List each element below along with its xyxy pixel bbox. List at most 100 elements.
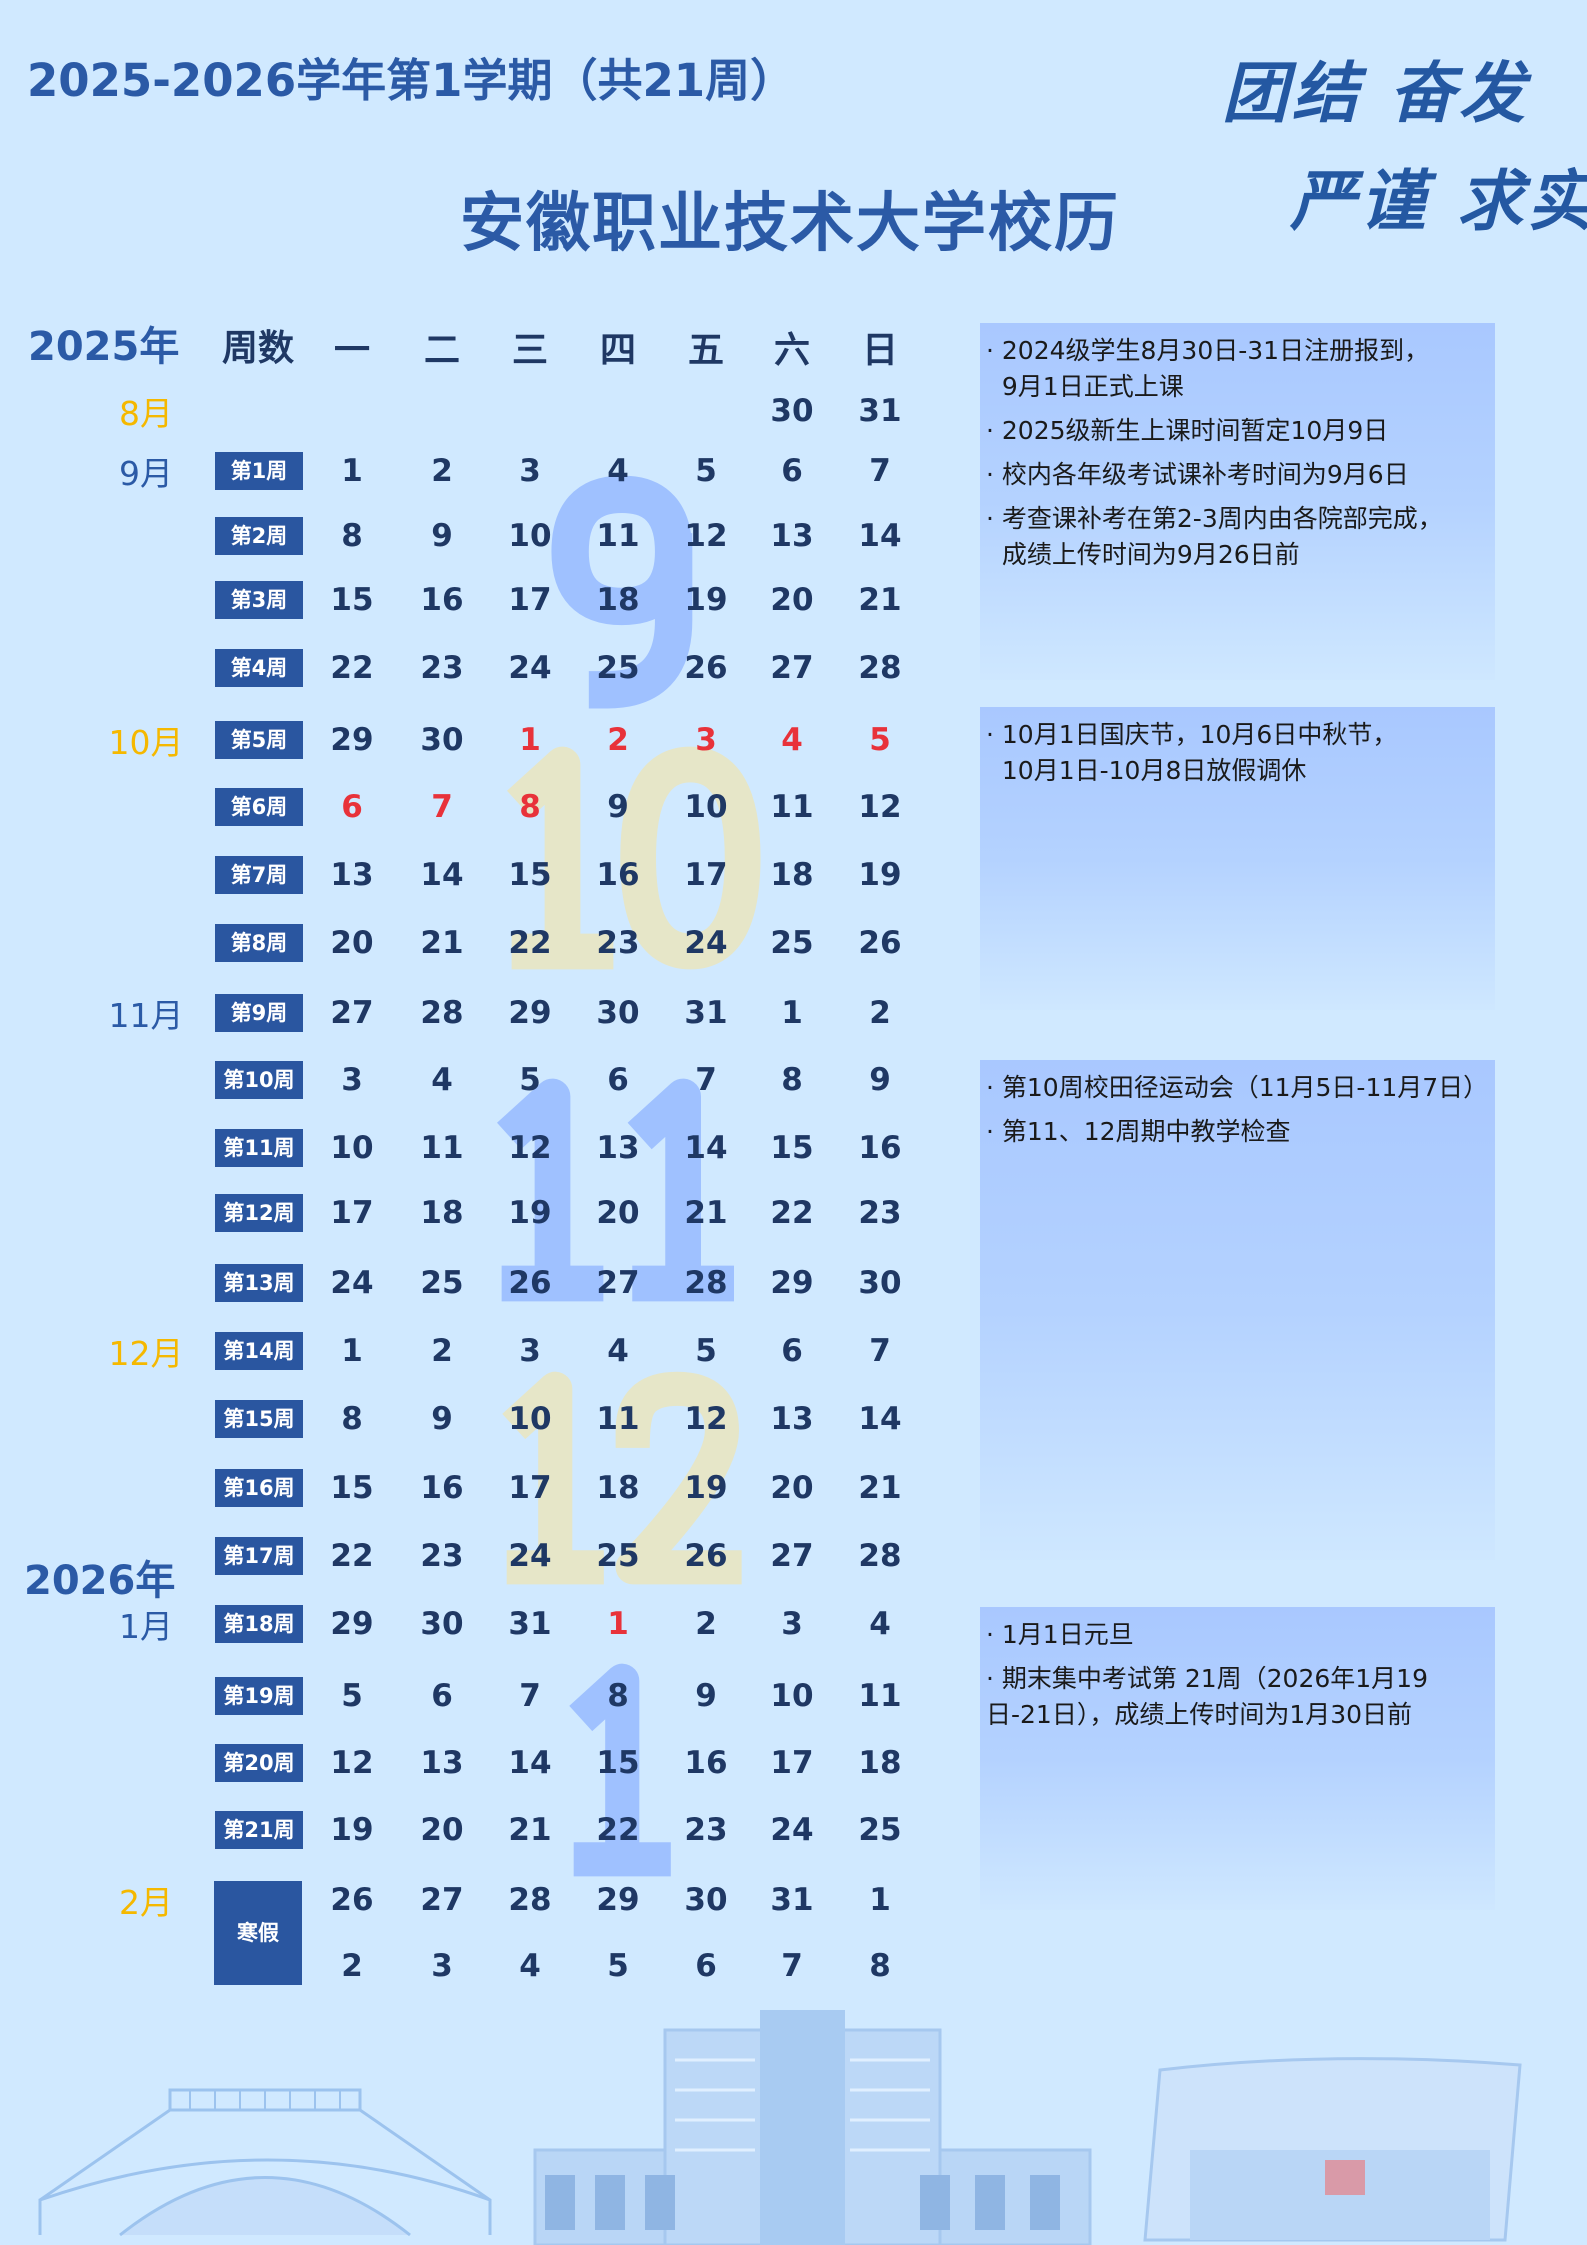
date-cell[interactable]: 28	[858, 650, 902, 686]
date-cell[interactable]: 13	[330, 857, 374, 893]
date-cell[interactable]: 16	[858, 1130, 902, 1166]
date-cell[interactable]: 31	[508, 1606, 552, 1642]
date-cell[interactable]: 10	[684, 789, 728, 825]
date-cell[interactable]: 9	[695, 1678, 717, 1714]
date-cell[interactable]: 15	[330, 1470, 374, 1506]
date-cell[interactable]: 25	[596, 1538, 640, 1574]
date-cell[interactable]: 27	[596, 1265, 640, 1301]
date-cell[interactable]: 2	[341, 1948, 363, 1984]
date-cell[interactable]: 19	[684, 1470, 728, 1506]
date-cell[interactable]: 4	[607, 453, 629, 489]
date-cell[interactable]: 9	[869, 1062, 891, 1098]
date-cell[interactable]: 26	[858, 925, 902, 961]
date-cell[interactable]: 13	[770, 518, 814, 554]
date-cell[interactable]: 21	[858, 1470, 902, 1506]
date-cell[interactable]: 12	[508, 1130, 552, 1166]
date-cell[interactable]: 31	[858, 393, 902, 429]
holiday-date[interactable]: 7	[431, 789, 453, 825]
date-cell[interactable]: 10	[508, 1401, 552, 1437]
date-cell[interactable]: 11	[420, 1130, 464, 1166]
date-cell[interactable]: 29	[596, 1882, 640, 1918]
date-cell[interactable]: 3	[519, 453, 541, 489]
date-cell[interactable]: 20	[330, 925, 374, 961]
holiday-date[interactable]: 1	[519, 722, 541, 758]
date-cell[interactable]: 17	[770, 1745, 814, 1781]
date-cell[interactable]: 24	[770, 1812, 814, 1848]
date-cell[interactable]: 20	[770, 1470, 814, 1506]
date-cell[interactable]: 9	[431, 1401, 453, 1437]
date-cell[interactable]: 30	[770, 393, 814, 429]
date-cell[interactable]: 18	[770, 857, 814, 893]
date-cell[interactable]: 16	[684, 1745, 728, 1781]
date-cell[interactable]: 3	[781, 1606, 803, 1642]
date-cell[interactable]: 7	[869, 453, 891, 489]
date-cell[interactable]: 22	[508, 925, 552, 961]
date-cell[interactable]: 4	[607, 1333, 629, 1369]
date-cell[interactable]: 16	[420, 582, 464, 618]
date-cell[interactable]: 8	[341, 518, 363, 554]
date-cell[interactable]: 18	[858, 1745, 902, 1781]
date-cell[interactable]: 29	[770, 1265, 814, 1301]
date-cell[interactable]: 31	[684, 995, 728, 1031]
date-cell[interactable]: 10	[508, 518, 552, 554]
date-cell[interactable]: 2	[431, 453, 453, 489]
holiday-date[interactable]: 8	[519, 789, 541, 825]
date-cell[interactable]: 30	[420, 722, 464, 758]
date-cell[interactable]: 24	[508, 650, 552, 686]
date-cell[interactable]: 23	[684, 1812, 728, 1848]
date-cell[interactable]: 24	[330, 1265, 374, 1301]
date-cell[interactable]: 19	[858, 857, 902, 893]
date-cell[interactable]: 1	[869, 1882, 891, 1918]
date-cell[interactable]: 3	[519, 1333, 541, 1369]
date-cell[interactable]: 25	[596, 650, 640, 686]
date-cell[interactable]: 28	[508, 1882, 552, 1918]
date-cell[interactable]: 8	[869, 1948, 891, 1984]
date-cell[interactable]: 26	[330, 1882, 374, 1918]
date-cell[interactable]: 25	[420, 1265, 464, 1301]
date-cell[interactable]: 21	[858, 582, 902, 618]
date-cell[interactable]: 5	[695, 453, 717, 489]
date-cell[interactable]: 24	[684, 925, 728, 961]
date-cell[interactable]: 28	[684, 1265, 728, 1301]
date-cell[interactable]: 4	[869, 1606, 891, 1642]
date-cell[interactable]: 8	[607, 1678, 629, 1714]
date-cell[interactable]: 4	[519, 1948, 541, 1984]
date-cell[interactable]: 22	[330, 1538, 374, 1574]
date-cell[interactable]: 26	[684, 1538, 728, 1574]
date-cell[interactable]: 21	[508, 1812, 552, 1848]
date-cell[interactable]: 22	[770, 1195, 814, 1231]
date-cell[interactable]: 10	[770, 1678, 814, 1714]
date-cell[interactable]: 15	[596, 1745, 640, 1781]
date-cell[interactable]: 22	[330, 650, 374, 686]
date-cell[interactable]: 7	[869, 1333, 891, 1369]
date-cell[interactable]: 3	[341, 1062, 363, 1098]
date-cell[interactable]: 29	[508, 995, 552, 1031]
date-cell[interactable]: 14	[858, 1401, 902, 1437]
date-cell[interactable]: 17	[684, 857, 728, 893]
date-cell[interactable]: 20	[596, 1195, 640, 1231]
date-cell[interactable]: 15	[330, 582, 374, 618]
date-cell[interactable]: 11	[596, 1401, 640, 1437]
date-cell[interactable]: 8	[781, 1062, 803, 1098]
date-cell[interactable]: 2	[869, 995, 891, 1031]
date-cell[interactable]: 6	[607, 1062, 629, 1098]
date-cell[interactable]: 16	[420, 1470, 464, 1506]
date-cell[interactable]: 6	[781, 1333, 803, 1369]
holiday-date[interactable]: 1	[607, 1606, 629, 1642]
date-cell[interactable]: 21	[420, 925, 464, 961]
date-cell[interactable]: 6	[781, 453, 803, 489]
date-cell[interactable]: 5	[607, 1948, 629, 1984]
date-cell[interactable]: 19	[684, 582, 728, 618]
date-cell[interactable]: 11	[770, 789, 814, 825]
date-cell[interactable]: 29	[330, 722, 374, 758]
date-cell[interactable]: 23	[858, 1195, 902, 1231]
date-cell[interactable]: 1	[341, 1333, 363, 1369]
date-cell[interactable]: 17	[330, 1195, 374, 1231]
date-cell[interactable]: 29	[330, 1606, 374, 1642]
date-cell[interactable]: 1	[341, 453, 363, 489]
date-cell[interactable]: 13	[596, 1130, 640, 1166]
date-cell[interactable]: 1	[781, 995, 803, 1031]
date-cell[interactable]: 20	[420, 1812, 464, 1848]
date-cell[interactable]: 6	[431, 1678, 453, 1714]
date-cell[interactable]: 23	[420, 650, 464, 686]
